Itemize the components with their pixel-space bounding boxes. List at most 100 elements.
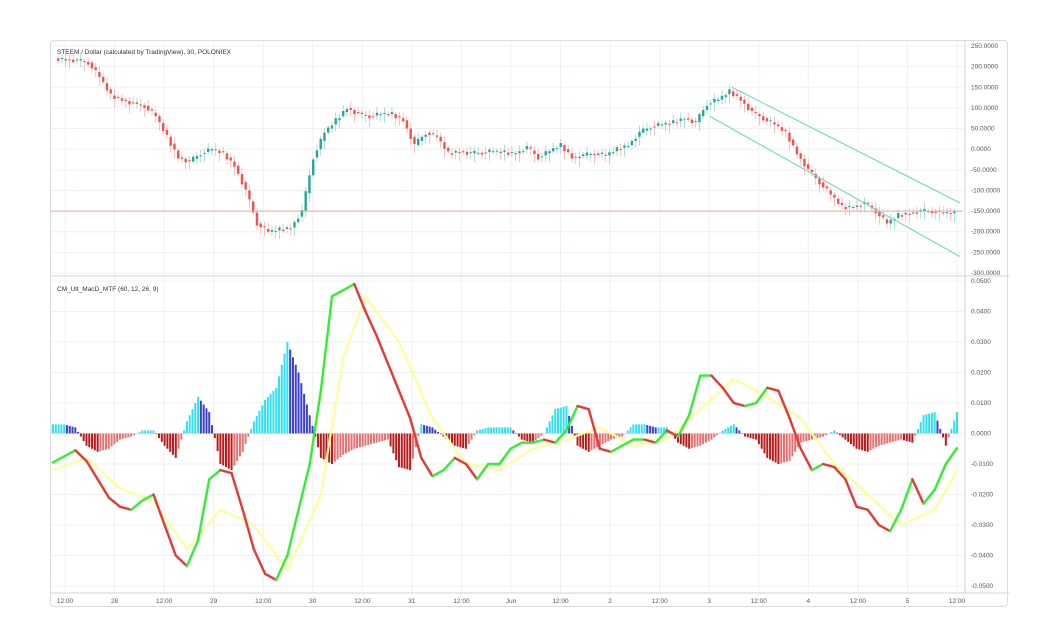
histogram-bar	[858, 433, 861, 450]
price-axis[interactable]: 250.0000 200.0000 150.0000 100.0000 50.0000 0…	[971, 43, 1001, 277]
time-tick-label: 12:00	[949, 598, 966, 605]
histogram-bar	[897, 433, 900, 441]
histogram-bar	[364, 433, 367, 446]
histogram-bar	[780, 433, 783, 464]
time-axis[interactable]: 12:00 28 12:00 29 12:00 30 12:00 31 12:00 Jun 12:0…	[51, 592, 1009, 605]
candle-body	[878, 211, 881, 217]
candle-body	[319, 138, 322, 150]
macd-tick-label: -0.0400	[971, 553, 993, 560]
histogram-bar	[816, 433, 819, 439]
candle-body	[450, 153, 454, 155]
macd-tick-label: 0.0500	[971, 278, 991, 285]
histogram-bar	[294, 364, 297, 434]
macd-line-segment	[408, 417, 423, 460]
histogram-bar	[551, 415, 554, 434]
histogram-bar	[85, 433, 88, 446]
histogram-bar	[570, 425, 573, 434]
histogram-bar	[68, 425, 71, 434]
histogram-bar	[607, 433, 610, 442]
histogram-bar	[610, 433, 613, 440]
macd-line-segment	[286, 508, 300, 557]
candle-body	[222, 151, 225, 153]
candle-body	[582, 154, 585, 157]
macd-line-segment	[587, 407, 602, 450]
candle-body	[833, 194, 836, 198]
candle-body	[683, 119, 686, 121]
histogram-bar	[275, 387, 278, 434]
candle-body	[953, 211, 956, 214]
macd-line-segment	[821, 462, 836, 469]
histogram-bar	[107, 433, 110, 449]
candle-body	[424, 134, 427, 137]
macd-line-segment	[219, 468, 233, 475]
price-tick-label: 250.0000	[971, 43, 998, 50]
candle-body	[454, 150, 457, 153]
macd-line-segment	[397, 389, 412, 420]
macd-line-segment	[431, 468, 445, 478]
candle-body	[68, 59, 71, 61]
histogram-bar	[824, 433, 827, 436]
histogram-bar	[760, 433, 763, 449]
histogram-bar	[353, 433, 356, 449]
histogram-bar	[367, 433, 370, 445]
histogram-bar	[141, 430, 144, 434]
macd-axis[interactable]: 0.0500 0.0400 0.0300 0.0200 0.0100 0.0000 -0.0…	[971, 278, 993, 590]
histogram-bar	[230, 433, 233, 471]
histogram-bar	[105, 433, 108, 450]
histogram-bar	[886, 433, 889, 444]
histogram-bar	[679, 433, 682, 445]
candle-body	[724, 95, 727, 97]
candle-body	[75, 59, 79, 61]
time-tick-label: 12:00	[354, 598, 371, 605]
candle-body	[825, 186, 829, 189]
histogram-bar	[325, 433, 328, 461]
histogram-bar	[498, 427, 501, 434]
histogram-bar	[121, 433, 124, 439]
candle-body	[657, 123, 660, 126]
histogram-bar	[222, 433, 225, 466]
histogram-bar	[601, 433, 604, 445]
histogram-bar	[289, 349, 292, 434]
macd-tick-label: 0.0300	[971, 339, 991, 346]
candle-body	[829, 190, 832, 195]
candle-body	[124, 99, 127, 102]
candle-body	[375, 112, 379, 116]
histogram-bar	[381, 433, 384, 442]
price-tick-label: 50.0000	[971, 126, 995, 133]
candle-body	[210, 149, 214, 151]
macd-line-segment	[888, 508, 903, 533]
macd-line-segment	[141, 493, 155, 502]
histogram-bar	[598, 433, 601, 446]
macd-tick-label: 0.0400	[971, 309, 991, 316]
candle-body	[638, 131, 641, 137]
histogram-bar	[559, 407, 562, 434]
macd-line-segment	[196, 478, 211, 542]
histogram-bar	[808, 433, 811, 441]
histogram-bar	[632, 424, 635, 434]
candle-body	[777, 124, 780, 127]
candle-body	[679, 118, 682, 121]
histogram-bar	[763, 433, 766, 454]
candle-body	[252, 201, 255, 213]
candle-body	[604, 154, 607, 156]
candle-body	[323, 132, 326, 141]
candle-body	[383, 113, 386, 115]
candle-body	[480, 152, 484, 155]
histogram-bar	[902, 433, 905, 441]
candle-body	[600, 152, 604, 154]
histogram-bar	[135, 433, 138, 434]
macd-line-segment	[509, 441, 523, 450]
histogram-bar	[504, 427, 506, 434]
candle-body	[720, 95, 724, 100]
histogram-bar	[548, 421, 551, 434]
signal-line	[52, 295, 958, 572]
candle-body	[822, 182, 825, 188]
candle-body	[615, 147, 619, 152]
histogram-bar	[660, 427, 663, 434]
macd-line-segment	[263, 572, 278, 582]
histogram-bar	[250, 428, 253, 434]
histogram-bar	[849, 433, 852, 445]
histogram-bar	[515, 433, 518, 434]
candle-body	[750, 107, 754, 112]
histogram-bar	[830, 431, 833, 434]
